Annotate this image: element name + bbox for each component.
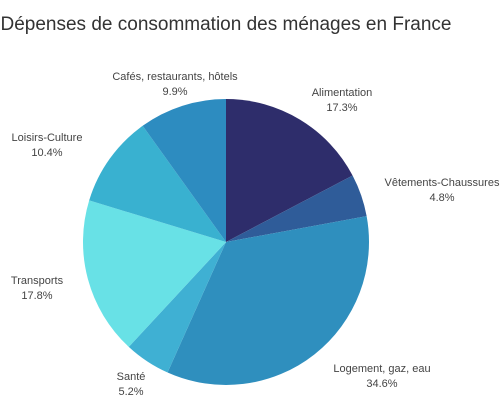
slice-value-loisirs-culture: 10.4%: [31, 147, 62, 159]
slice-labels: Alimentation 17.3% Vêtements-Chaussures 4.8…: [11, 71, 500, 398]
slice-value-logement-gaz-eau: 34.6%: [366, 378, 397, 390]
slice-label-loisirs-culture: Loisirs-Culture: [12, 132, 83, 144]
slice-value-sante: 5.2%: [118, 386, 143, 398]
slice-label-transports: Transports: [11, 275, 64, 287]
slice-label-vetements-chaussures: Vêtements-Chaussures: [385, 177, 500, 189]
pie-slice-vetements-chaussures: [226, 175, 367, 242]
slice-label-logement-gaz-eau: Logement, gaz, eau: [333, 363, 430, 375]
pie-slice-transports: [82, 200, 226, 347]
pie-slice-cafes-restaurants-hotels: [142, 99, 226, 242]
slice-label-sante: Santé: [117, 371, 146, 383]
pie-slices: [82, 99, 369, 386]
slice-value-cafes-restaurants-hotels: 9.9%: [162, 86, 187, 98]
pie-slice-sante: [128, 242, 226, 373]
chart-title: Dépenses de consommation des ménages en …: [1, 14, 452, 35]
pie-slice-loisirs-culture: [89, 125, 226, 242]
slice-value-alimentation: 17.3%: [326, 102, 357, 114]
slice-label-alimentation: Alimentation: [312, 87, 373, 99]
slice-value-transports: 17.8%: [21, 290, 52, 302]
pie-slice-logement-gaz-eau: [167, 216, 369, 386]
pie-slice-alimentation: [226, 99, 353, 242]
slice-value-vetements-chaussures: 4.8%: [429, 192, 454, 204]
slice-label-cafes-restaurants-hotels: Cafés, restaurants, hôtels: [112, 71, 238, 83]
